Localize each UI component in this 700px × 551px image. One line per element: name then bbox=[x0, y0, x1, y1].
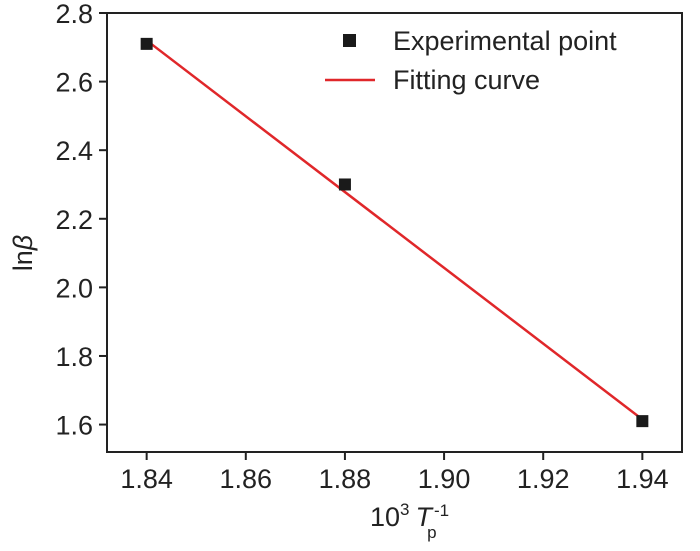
x-tick-label: 1.90 bbox=[418, 464, 471, 494]
x-tick-label: 1.92 bbox=[517, 464, 570, 494]
plot-area-frame bbox=[106, 12, 683, 453]
fitting-curve-line bbox=[145, 39, 644, 421]
x-tick-label: 1.88 bbox=[319, 464, 372, 494]
experimental-point bbox=[140, 37, 153, 50]
y-tick-label: 2.0 bbox=[55, 273, 93, 303]
experimental-point bbox=[338, 178, 351, 191]
legend: Experimental point Fitting curve bbox=[325, 26, 617, 95]
x-tick-label: 1.86 bbox=[220, 464, 273, 494]
x-tick-label: 1.84 bbox=[120, 464, 173, 494]
legend-label-fitting: Fitting curve bbox=[393, 65, 540, 95]
y-tick-label: 2.6 bbox=[55, 68, 93, 98]
y-tick-label: 1.6 bbox=[55, 411, 93, 441]
y-tick-label: 2.8 bbox=[55, 0, 93, 29]
y-tick-label: 2.2 bbox=[55, 205, 93, 235]
x-tick-label: 1.94 bbox=[616, 464, 669, 494]
y-tick-label: 2.4 bbox=[55, 136, 93, 166]
y-tick-label: 1.8 bbox=[55, 342, 93, 372]
legend-square-marker bbox=[343, 34, 356, 47]
x-axis-title: 103 T -1 p bbox=[370, 500, 449, 542]
series-layer bbox=[140, 37, 649, 428]
legend-label-experimental: Experimental point bbox=[393, 26, 617, 56]
experimental-point bbox=[636, 415, 649, 428]
ticks-layer: 1.84 1.86 1.88 1.90 1.92 1.94 1.6 1.8 2.0 2.2 2.4 2… bbox=[55, 0, 668, 494]
y-axis-title: lnβ bbox=[8, 235, 38, 271]
